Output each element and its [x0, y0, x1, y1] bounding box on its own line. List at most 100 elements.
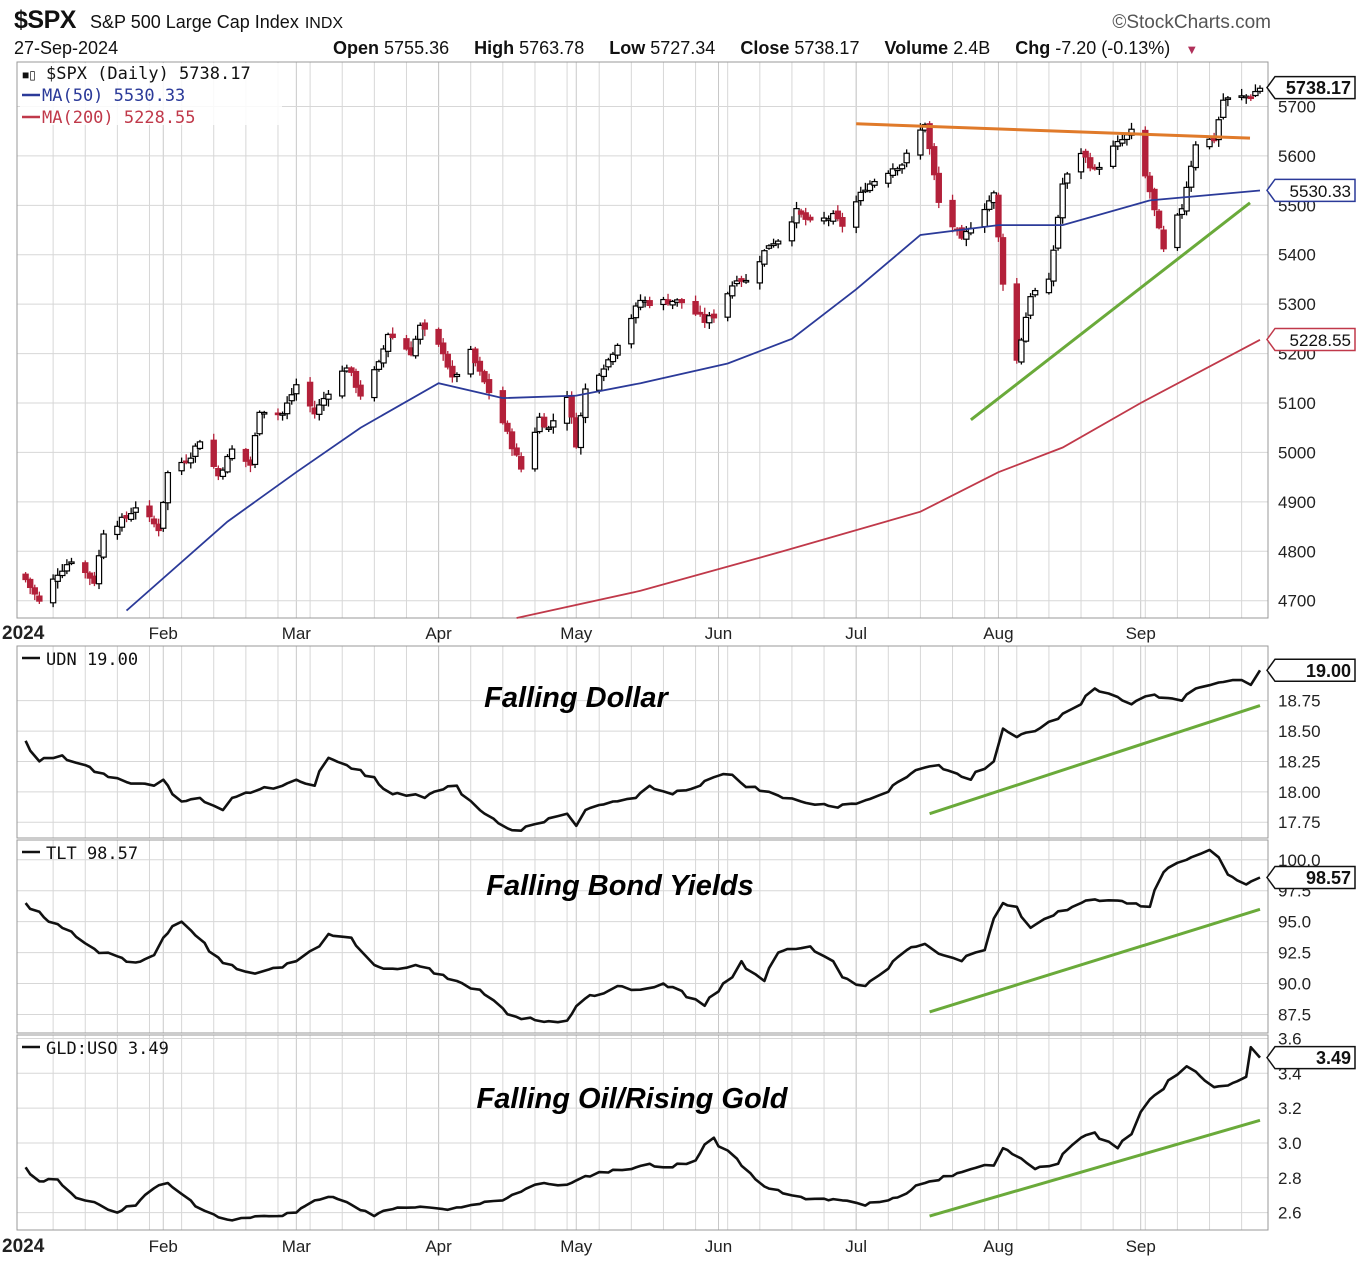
candle — [577, 412, 585, 455]
candle-body — [935, 172, 942, 203]
candle — [710, 309, 718, 323]
candle-body — [756, 261, 764, 284]
candle-body — [614, 344, 621, 356]
candle — [439, 338, 447, 361]
candle-body — [793, 208, 800, 224]
y-tick-label: 5700 — [1278, 97, 1316, 116]
symbol-title: $SPX — [14, 6, 76, 34]
candle — [1192, 141, 1199, 171]
y-tick-label: 18.00 — [1278, 783, 1321, 802]
value-tag: 5738.17 — [1266, 75, 1356, 100]
candle-body — [1160, 229, 1167, 250]
candle-body — [261, 411, 268, 415]
candle-body — [320, 397, 328, 406]
brand-label[interactable]: ©StockCharts.com — [1112, 12, 1271, 33]
y-tick-label: 90.0 — [1278, 975, 1311, 994]
y-tick-label: 4800 — [1278, 542, 1316, 561]
candle — [724, 291, 731, 322]
candle — [1096, 162, 1103, 175]
candle — [1224, 96, 1232, 107]
candle-body — [834, 210, 842, 220]
candle — [1206, 137, 1213, 150]
candle-body — [632, 305, 640, 319]
x-tick-label: 2024 — [2, 623, 45, 644]
candle — [729, 281, 736, 299]
y-tick-label: 5100 — [1278, 394, 1316, 413]
low-value: 5727.34 — [650, 38, 716, 58]
candle — [774, 239, 782, 249]
y-tick-label: 2.6 — [1278, 1204, 1302, 1223]
y-tick-label: 87.5 — [1278, 1005, 1311, 1024]
candle-body — [742, 279, 750, 283]
x-tick-label: Apr — [425, 1237, 452, 1256]
candle — [435, 327, 442, 347]
candle-body — [788, 221, 796, 242]
candle-body — [577, 415, 585, 449]
candle — [1155, 209, 1163, 230]
value-tag-box — [1266, 865, 1356, 890]
candle — [1045, 272, 1053, 295]
candle-body — [114, 525, 121, 536]
candle-body — [1022, 316, 1030, 342]
candle-body — [68, 561, 75, 565]
candle — [127, 507, 135, 522]
candle-body — [22, 573, 29, 581]
candle-body — [1096, 166, 1103, 170]
candle — [1160, 225, 1167, 252]
open-value: 5755.36 — [384, 38, 450, 58]
value-tag: 3.49 — [1266, 1045, 1356, 1070]
candle-body — [545, 427, 552, 430]
candle — [614, 343, 621, 360]
candle-body — [389, 333, 396, 338]
candle — [36, 591, 43, 604]
candle-body — [325, 393, 332, 400]
candle — [160, 500, 167, 532]
candle — [196, 439, 204, 451]
candle — [1247, 94, 1255, 101]
candle-body — [605, 359, 612, 368]
legend-bg — [20, 63, 282, 125]
candle-body — [531, 431, 539, 470]
x-tick-label: Jul — [845, 1237, 867, 1256]
x-tick-label: Feb — [149, 1237, 178, 1256]
candle-body — [504, 422, 511, 432]
candle — [889, 163, 897, 178]
candle — [348, 366, 355, 377]
candle-body — [963, 230, 970, 240]
candle-body — [917, 129, 924, 156]
candle — [1114, 135, 1121, 151]
candle — [320, 391, 328, 411]
candle-body — [513, 447, 520, 456]
candle-body — [472, 348, 479, 364]
candle — [449, 360, 456, 383]
candle-body — [770, 243, 777, 247]
candle — [352, 368, 360, 394]
candle — [132, 501, 139, 520]
chg-value: -7.20 (-0.13%) — [1055, 38, 1171, 58]
candle-body — [1114, 140, 1121, 147]
candle-body — [228, 448, 236, 460]
candle — [582, 383, 589, 424]
candle-body — [132, 507, 139, 513]
candle-body — [283, 402, 291, 415]
candle — [733, 275, 741, 287]
candle — [1187, 160, 1195, 192]
candle-body — [898, 164, 906, 170]
candle-body — [550, 420, 557, 428]
legend-entry: $SPX (Daily) 5738.17 — [46, 64, 251, 84]
candle — [1146, 171, 1154, 199]
candle-body — [306, 381, 314, 407]
down-arrow-icon: ▼ — [1185, 42, 1199, 57]
candle-body — [986, 200, 993, 210]
candle — [389, 327, 396, 340]
candle-body — [251, 435, 259, 466]
candle — [550, 413, 557, 434]
candle — [412, 335, 419, 359]
candle — [793, 201, 800, 229]
legend-entry: TLT 98.57 — [46, 844, 138, 864]
candle-body — [63, 564, 71, 572]
volume-label: Volume — [884, 38, 949, 58]
candle — [357, 380, 364, 400]
candle-body — [1155, 210, 1163, 229]
